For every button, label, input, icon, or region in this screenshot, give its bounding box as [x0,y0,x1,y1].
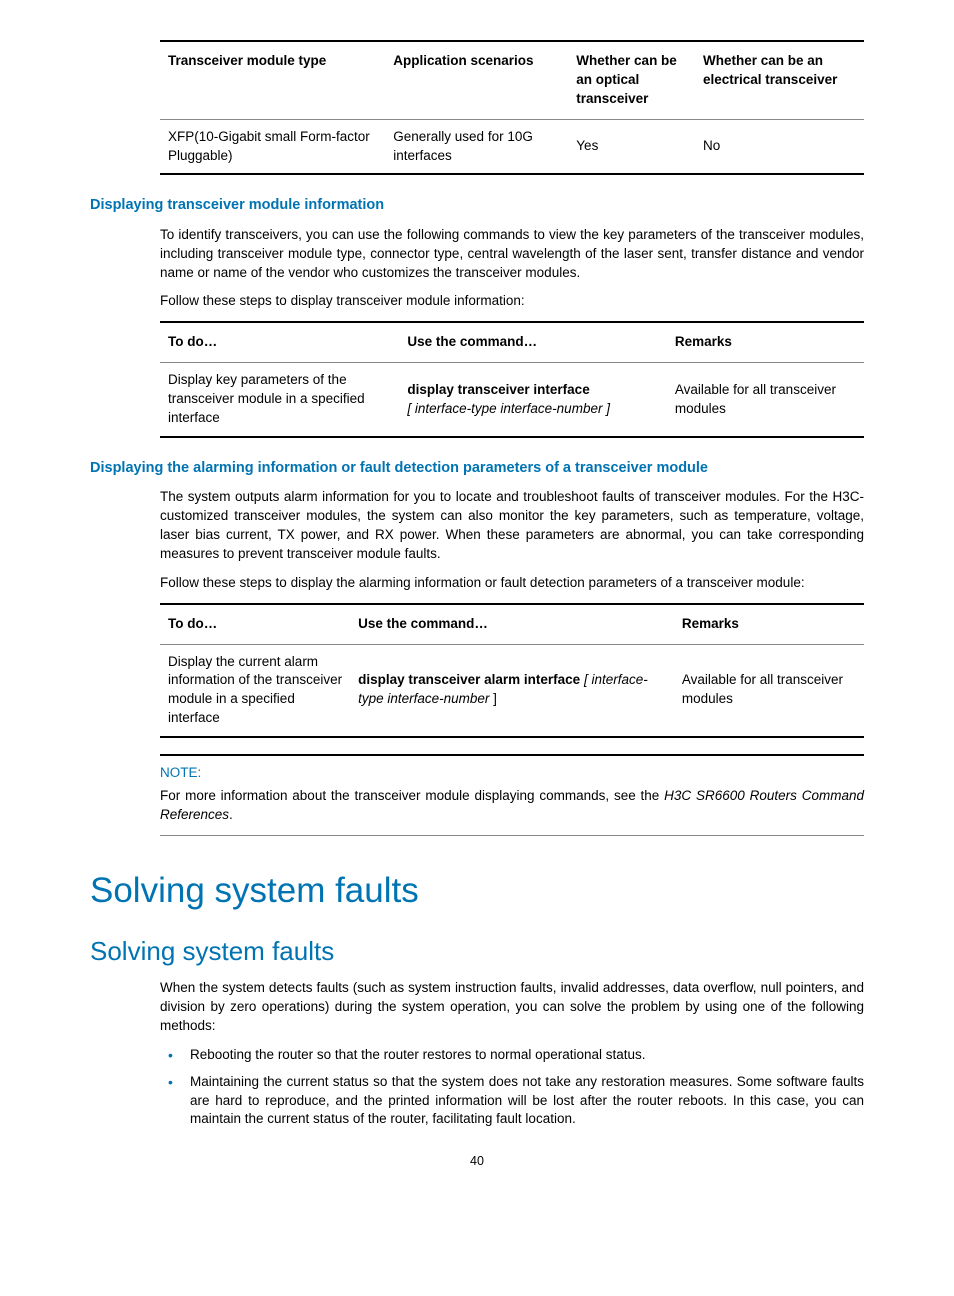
section-heading-alarm-info: Displaying the alarming information or f… [90,458,864,478]
command-bold: display transceiver alarm interface [358,672,580,687]
col-header: Remarks [674,604,864,644]
heading-1-solving-faults: Solving system faults [90,866,864,915]
paragraph: Follow these steps to display transceive… [160,292,864,311]
col-header: Use the command… [399,322,667,362]
command-plain: ] [493,691,497,706]
col-header: Whether can be an optical transceiver [568,41,695,119]
page-number: 40 [90,1153,864,1171]
note-rule [160,754,864,756]
list-item: Maintaining the current status so that t… [160,1073,864,1130]
table-cell: display transceiver alarm interface [ in… [350,644,674,737]
display-info-command-table: To do… Use the command… Remarks Display … [160,321,864,438]
heading-2-solving-faults: Solving system faults [90,933,864,969]
note-rule-bottom [160,835,864,836]
paragraph: The system outputs alarm information for… [160,488,864,564]
table-cell: Available for all transceiver modules [667,363,864,437]
section-heading-display-info: Displaying transceiver module informatio… [90,195,864,215]
table-cell: Display key parameters of the transceive… [160,363,399,437]
command-italic: [ interface-type interface-number ] [407,401,610,416]
paragraph: To identify transceivers, you can use th… [160,226,864,283]
note-text: For more information about the transceiv… [160,787,864,825]
col-header: Transceiver module type [160,41,385,119]
col-header: Remarks [667,322,864,362]
table-cell: Generally used for 10G interfaces [385,119,568,174]
col-header: To do… [160,604,350,644]
table-cell: XFP(10-Gigabit small Form-factor Pluggab… [160,119,385,174]
transceiver-type-table: Transceiver module type Application scen… [160,40,864,175]
table-cell: display transceiver interface [ interfac… [399,363,667,437]
table-cell: Yes [568,119,695,174]
col-header: Whether can be an electrical transceiver [695,41,864,119]
command-bold: display transceiver interface [407,382,589,397]
col-header: Use the command… [350,604,674,644]
col-header: To do… [160,322,399,362]
col-header: Application scenarios [385,41,568,119]
note-text-part: For more information about the transceiv… [160,788,664,803]
table-cell: Display the current alarm information of… [160,644,350,737]
note-text-part: . [229,807,233,822]
list-item: Rebooting the router so that the router … [160,1046,864,1065]
table-cell: No [695,119,864,174]
note-label: NOTE: [160,764,864,783]
paragraph: When the system detects faults (such as … [160,979,864,1036]
paragraph: Follow these steps to display the alarmi… [160,574,864,593]
table-cell: Available for all transceiver modules [674,644,864,737]
fault-methods-list: Rebooting the router so that the router … [160,1046,864,1130]
alarm-command-table: To do… Use the command… Remarks Display … [160,603,864,738]
